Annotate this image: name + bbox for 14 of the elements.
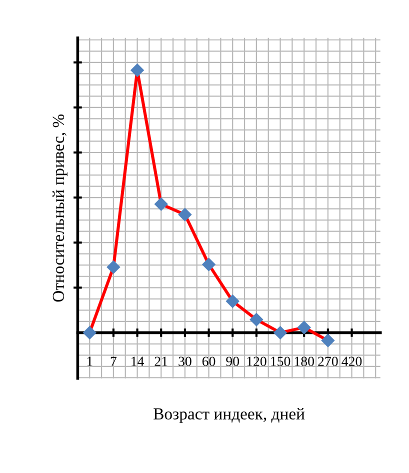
- x-tick-label: 120: [247, 356, 266, 366]
- x-tick-label: 30: [178, 356, 192, 366]
- x-axis-title: Возраст индеек, дней: [154, 408, 305, 423]
- x-tick-label: 420: [342, 356, 362, 366]
- y-axis-title: Относительный привес, %: [52, 114, 68, 302]
- x-tick-label: 180: [294, 356, 314, 366]
- x-tick-label: 1: [87, 356, 92, 366]
- x-tick-label: 7: [110, 356, 117, 366]
- x-tick-label: 150: [271, 356, 290, 366]
- x-tick-label: 90: [226, 356, 240, 366]
- x-tick-label: 21: [154, 356, 168, 366]
- x-tick-label: 14: [132, 356, 144, 366]
- x-tick-label: 60: [202, 356, 216, 366]
- x-tick-label: 270: [318, 356, 338, 366]
